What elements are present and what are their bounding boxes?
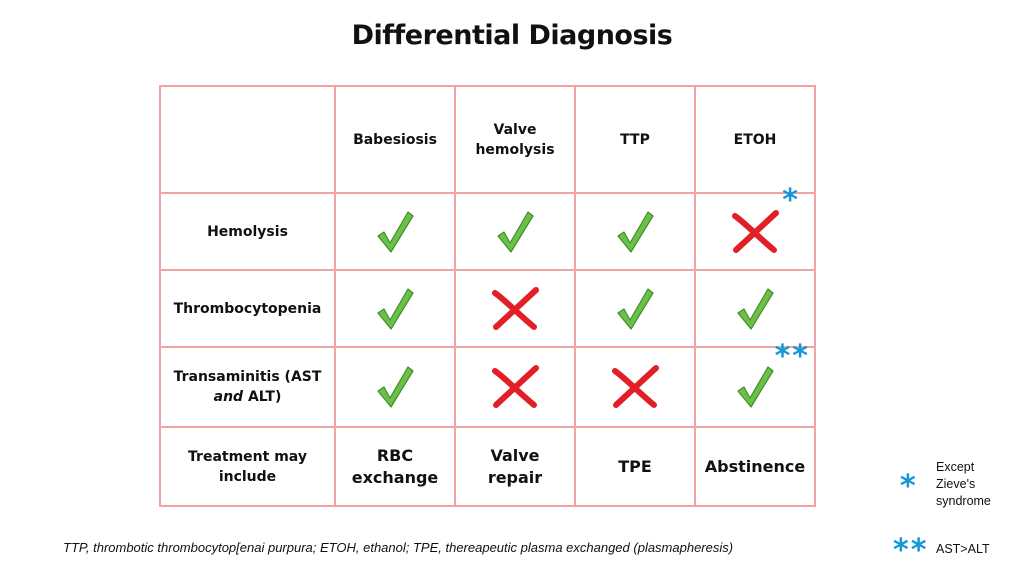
row-label-part: Transaminitis (AST	[173, 369, 322, 385]
mark-cell: *	[694, 185, 816, 271]
header-valve-hemolysis: Valve hemolysis	[454, 85, 576, 194]
abbreviations-footnote: TTP, thrombotic thrombocytop[enai purpur…	[63, 540, 734, 555]
row-label: Thrombocytopenia	[159, 269, 336, 348]
check-icon	[582, 209, 688, 255]
row-transaminitis: Transaminitis (AST and ALT) **	[159, 342, 816, 428]
legend-double-asterisk-text: AST>ALT	[936, 542, 990, 556]
check-icon	[462, 209, 568, 255]
check-icon	[342, 286, 448, 332]
header-ttp: TTP	[574, 85, 696, 194]
cross-icon	[702, 209, 808, 254]
mark-cell	[574, 192, 696, 271]
double-asterisk-annotation: **	[774, 339, 810, 374]
header-empty-cell	[159, 85, 336, 194]
mark-cell	[454, 269, 576, 348]
treatment-cell: Valve repair	[454, 426, 576, 507]
cross-icon	[462, 286, 568, 331]
mark-cell	[694, 269, 816, 348]
row-label: Transaminitis (AST and ALT)	[159, 346, 336, 428]
header-babesiosis: Babesiosis	[334, 85, 456, 194]
mark-cell	[334, 269, 456, 348]
row-treatment: Treatment may include RBC exchange Valve…	[159, 426, 816, 507]
legend-asterisk-icon: *	[900, 469, 916, 504]
mark-cell	[334, 192, 456, 271]
legend-asterisk-text: Except Zieve's syndrome	[936, 460, 991, 508]
mark-cell	[574, 269, 696, 348]
row-label-part: ALT)	[247, 389, 282, 405]
check-icon	[702, 364, 808, 410]
treatment-cell: Abstinence	[694, 426, 816, 507]
row-label: Treatment may include	[159, 426, 336, 507]
differential-table: Babesiosis Valve hemolysis TTP ETOH Hemo…	[159, 85, 816, 507]
legend-double-asterisk-icon: **	[893, 533, 929, 568]
cross-icon	[582, 365, 688, 409]
treatment-cell: RBC exchange	[334, 426, 456, 507]
mark-cell	[454, 346, 576, 428]
header-row: Babesiosis Valve hemolysis TTP ETOH	[159, 85, 816, 194]
mark-cell	[454, 192, 576, 271]
check-icon	[702, 286, 808, 332]
mark-cell	[574, 346, 696, 428]
treatment-cell: TPE	[574, 426, 696, 507]
mark-cell: **	[694, 342, 816, 428]
page-title: Differential Diagnosis	[351, 20, 673, 51]
check-icon	[342, 209, 448, 255]
header-etoh: ETOH	[694, 85, 816, 194]
row-label: Hemolysis	[159, 192, 336, 271]
row-label-part-italic: and	[213, 389, 244, 405]
check-icon	[582, 286, 688, 332]
row-hemolysis: Hemolysis *	[159, 185, 816, 271]
asterisk-annotation: *	[782, 182, 798, 218]
row-thrombocytopenia: Thrombocytopenia	[159, 269, 816, 348]
cross-icon	[462, 365, 568, 409]
mark-cell	[334, 346, 456, 428]
check-icon	[342, 364, 448, 410]
